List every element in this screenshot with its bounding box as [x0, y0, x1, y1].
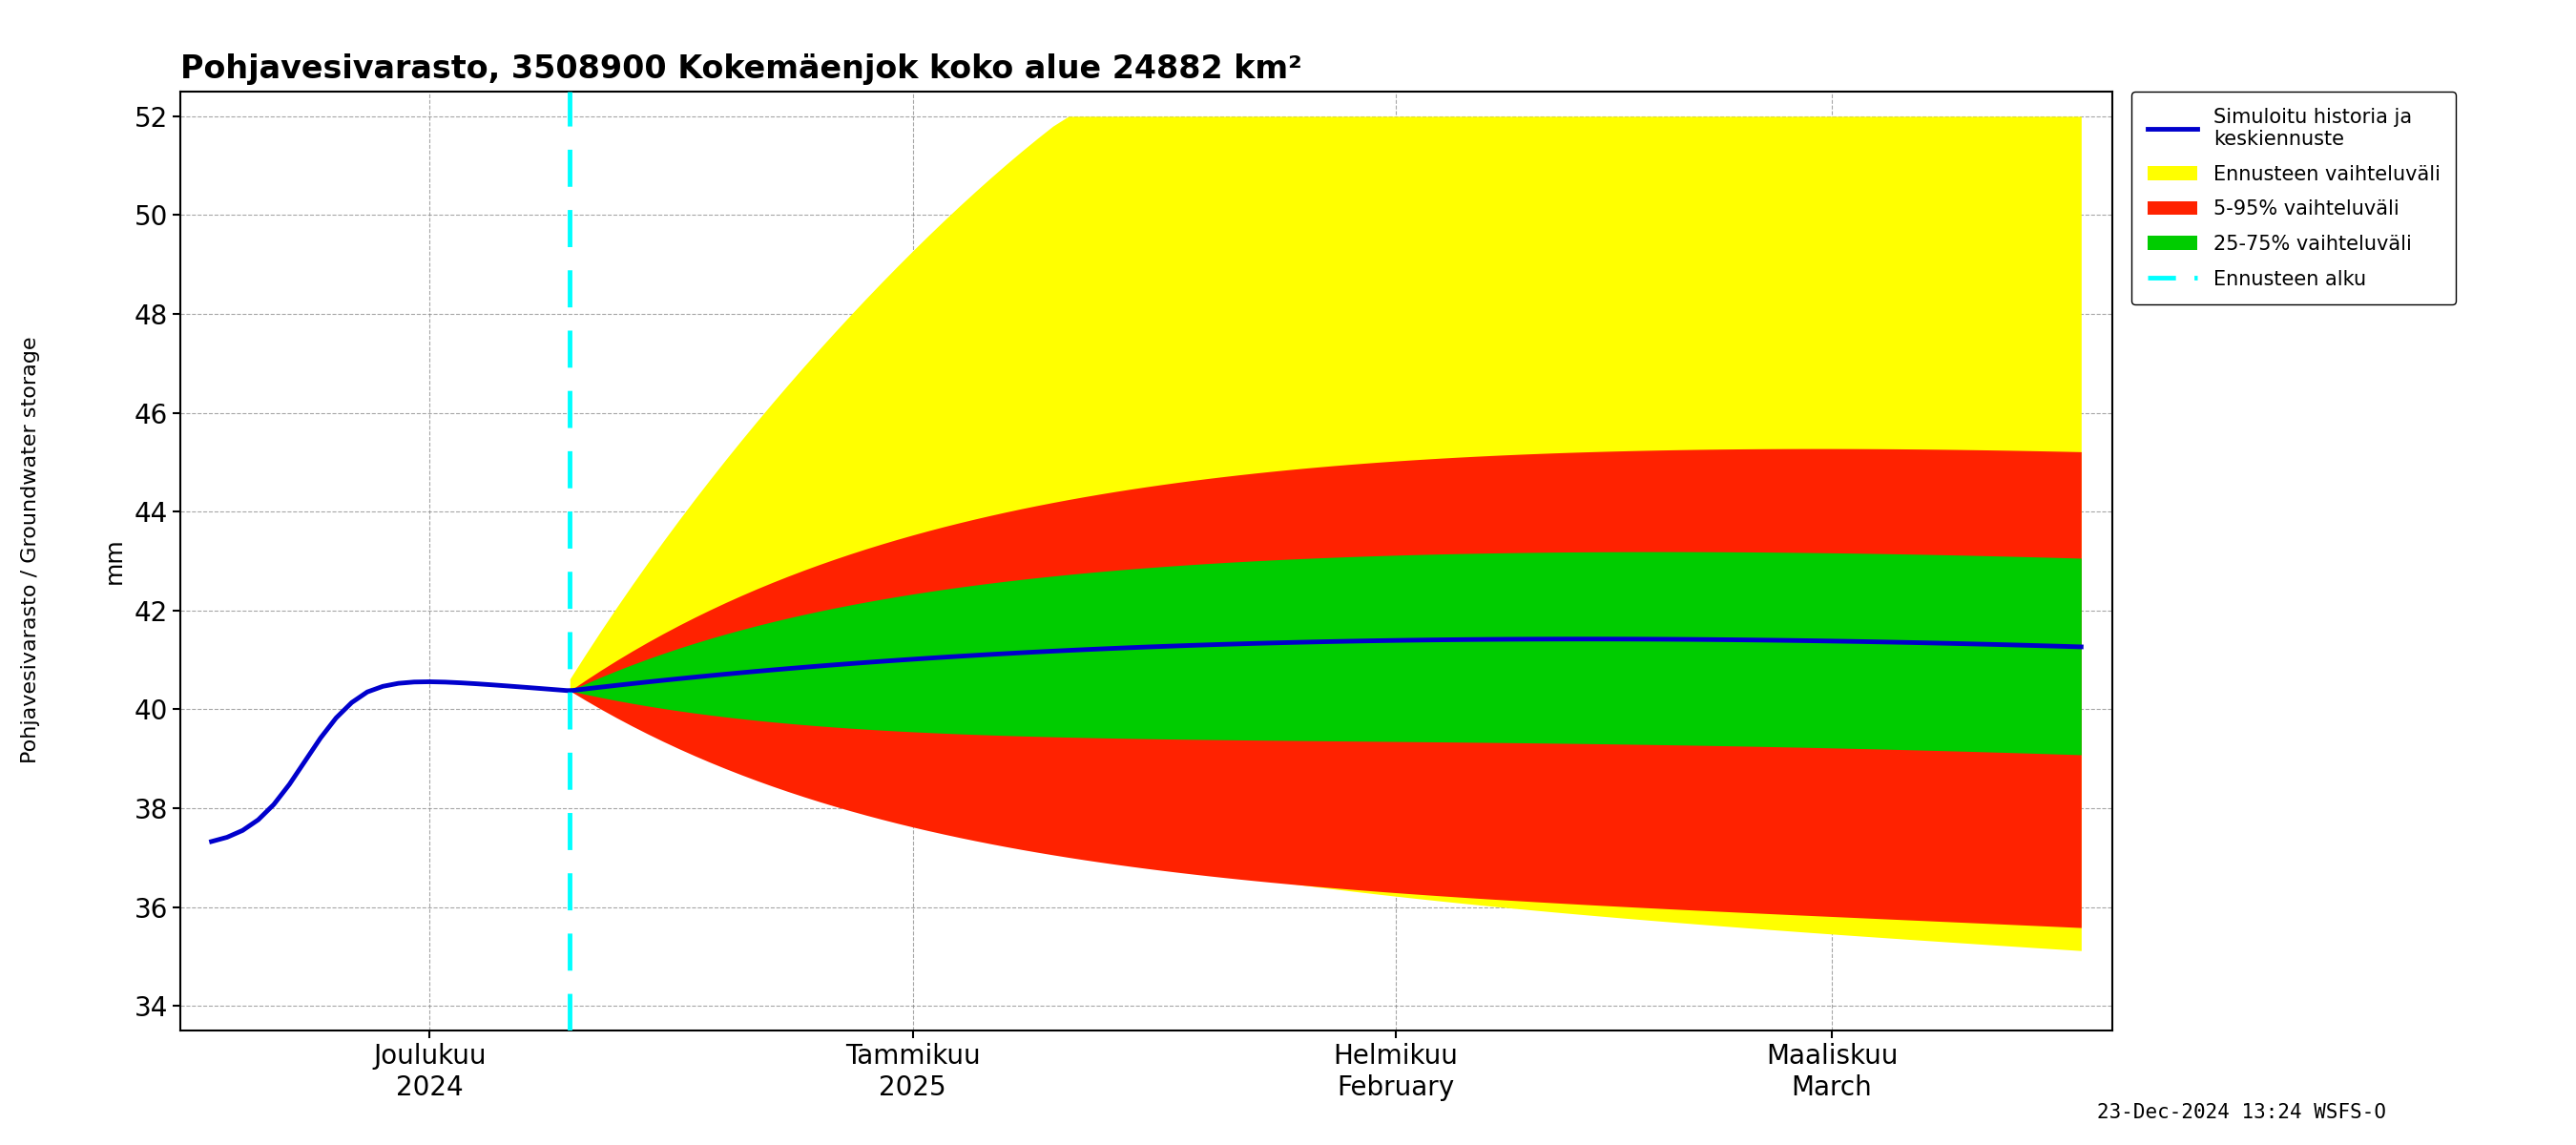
Y-axis label: mm: mm [103, 538, 126, 584]
Text: Pohjavesivarasto / Groundwater storage: Pohjavesivarasto / Groundwater storage [21, 337, 41, 763]
Legend: Simuloitu historia ja
keskiennuste, Ennusteen vaihteluväli, 5-95% vaihteluväli, : Simuloitu historia ja keskiennuste, Ennu… [2133, 92, 2455, 305]
Text: 23-Dec-2024 13:24 WSFS-O: 23-Dec-2024 13:24 WSFS-O [2097, 1103, 2385, 1122]
Text: Pohjavesivarasto, 3508900 Kokemäenjok koko alue 24882 km²: Pohjavesivarasto, 3508900 Kokemäenjok ko… [180, 54, 1301, 85]
